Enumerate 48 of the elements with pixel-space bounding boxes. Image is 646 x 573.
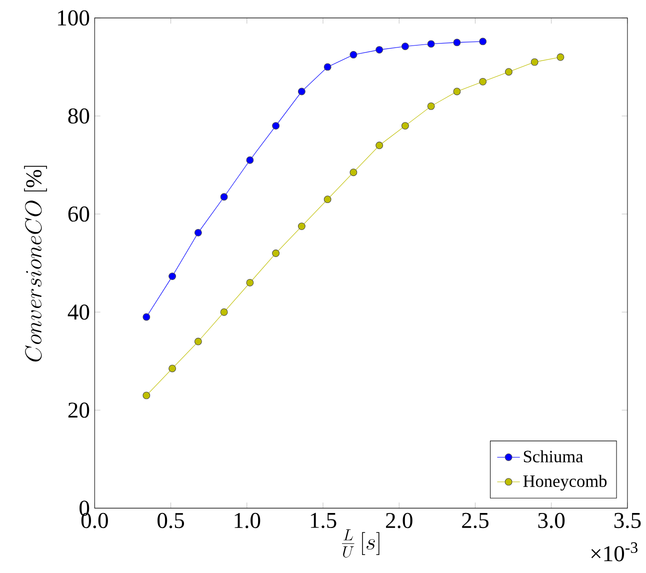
point xyxy=(453,38,461,46)
point xyxy=(142,392,150,400)
point xyxy=(168,272,176,280)
point xyxy=(556,53,564,61)
point xyxy=(220,193,228,201)
x-tick-label: 3.0 xyxy=(538,512,565,528)
point xyxy=(142,313,150,321)
legend-label: Schiuma xyxy=(524,450,584,462)
point xyxy=(194,338,202,346)
text: ×10$^{-3}$ xyxy=(591,542,638,562)
point xyxy=(376,142,384,150)
x-tick-label: 2.5 xyxy=(462,512,488,528)
y-axis-title: $ConversioneCO\ [\%]$ xyxy=(24,166,47,362)
y-tick-label: 100 xyxy=(58,10,90,26)
point xyxy=(324,63,332,71)
point xyxy=(272,122,280,130)
point xyxy=(427,40,435,48)
point xyxy=(246,278,254,286)
point xyxy=(401,122,409,130)
point xyxy=(427,102,435,110)
point xyxy=(505,68,512,76)
point xyxy=(168,364,176,372)
x-axis-title: $\frac{L}{U}\,[s]$ xyxy=(342,529,380,558)
x-tick-label: 2.0 xyxy=(386,512,412,528)
y-tick-label: 20 xyxy=(68,402,90,418)
legend-label: Honeycomb xyxy=(523,474,607,491)
point xyxy=(376,46,384,54)
y-tick-label: 40 xyxy=(68,304,90,320)
y-tick-label: 60 xyxy=(68,206,90,222)
point xyxy=(298,222,306,230)
point xyxy=(324,196,332,204)
point xyxy=(350,51,358,58)
point xyxy=(220,308,228,316)
y-tick-label: 80 xyxy=(68,108,90,124)
x-tick-label: 3.5 xyxy=(614,512,641,528)
point xyxy=(401,42,409,50)
point xyxy=(350,168,358,176)
x-tick-label: 1.0 xyxy=(234,512,260,528)
x-tick-label: 0.5 xyxy=(158,512,184,528)
point xyxy=(298,88,306,96)
x-tick-label: 1.5 xyxy=(310,512,336,528)
point xyxy=(453,88,461,96)
point xyxy=(194,228,202,236)
point xyxy=(272,250,280,257)
point xyxy=(479,78,487,86)
point xyxy=(479,38,487,46)
point xyxy=(246,156,254,164)
point xyxy=(530,58,538,66)
